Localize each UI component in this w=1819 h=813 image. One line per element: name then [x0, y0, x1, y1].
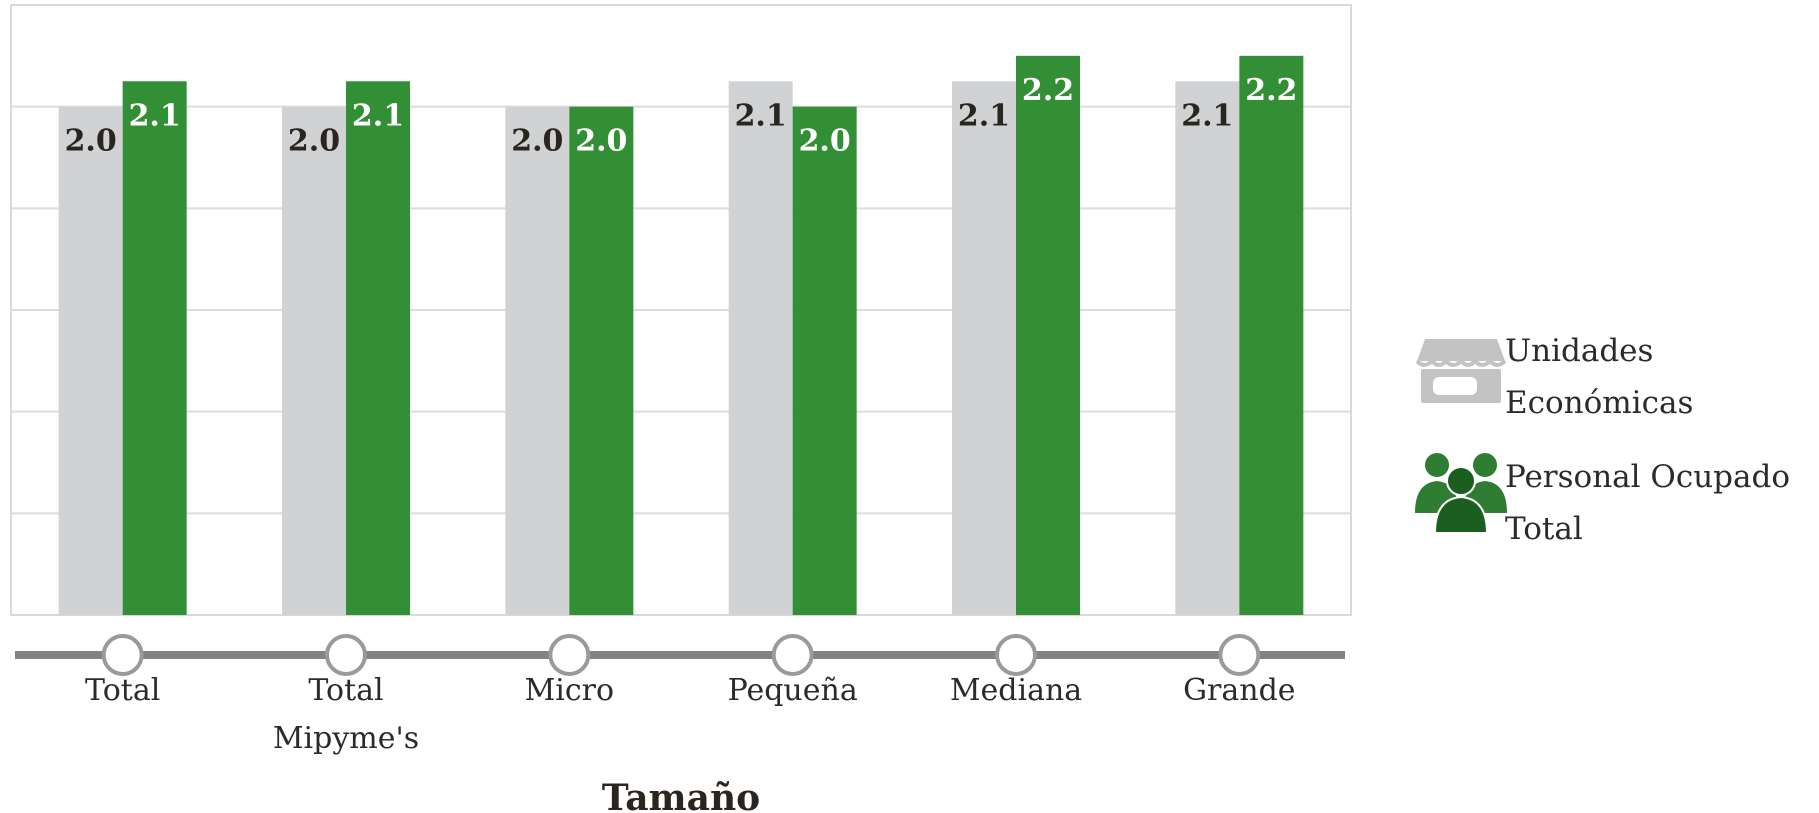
- data-label: 2.2: [1022, 73, 1074, 108]
- category-marker: [1218, 634, 1261, 676]
- category-marker: [995, 634, 1037, 676]
- data-label: 2.1: [735, 98, 787, 133]
- legend-item-personal: Personal Ocupado Total: [1415, 451, 1815, 555]
- bar-unidades-5: [1175, 81, 1240, 615]
- category-label: Grande: [1183, 673, 1295, 708]
- category-label: Micro: [525, 673, 615, 708]
- x-axis-title: Tamaño: [602, 777, 760, 813]
- bar-personal-5: [1239, 55, 1304, 616]
- people-group-icon: [1415, 453, 1507, 534]
- data-label: 2.1: [1181, 98, 1233, 133]
- category-label: Mediana: [950, 673, 1082, 708]
- data-label: 2.1: [129, 98, 181, 133]
- bars: [58, 55, 1304, 616]
- data-label: 2.0: [65, 124, 117, 159]
- legend-item-unidades: Unidades Económicas: [1415, 325, 1815, 429]
- bar-personal-4: [1016, 55, 1080, 616]
- data-labels: 2.0 2.1 2.0 2.1 2.0 2.0 2.1 2.0 2.1 2.2 2.1 2.2: [65, 73, 1298, 159]
- bar-personal-2: [569, 106, 634, 616]
- storefront-icon: [1415, 339, 1507, 403]
- category-label: Pequeña: [728, 673, 858, 708]
- category-marker: [771, 634, 814, 676]
- legend-label: Personal Ocupado Total: [1505, 459, 1790, 547]
- category-label: Total Mipyme's: [273, 673, 419, 756]
- bar-unidades-1: [282, 106, 346, 616]
- legend-label: Unidades Económicas: [1505, 333, 1694, 421]
- bar-unidades-3: [728, 81, 793, 615]
- bar-unidades-4: [952, 81, 1016, 615]
- category-markers: [101, 634, 1261, 676]
- category-marker: [548, 634, 591, 676]
- bar-personal-3: [792, 106, 857, 616]
- category-label: Total: [85, 673, 160, 708]
- data-label: 2.2: [1245, 73, 1297, 108]
- bar-unidades-2: [505, 106, 570, 616]
- bar-unidades-0: [58, 106, 123, 616]
- category-marker: [101, 634, 144, 676]
- data-label: 2.0: [511, 124, 563, 159]
- data-label: 2.0: [799, 124, 851, 159]
- data-label: 2.1: [352, 98, 404, 133]
- legend: Unidades Económicas Personal Ocupado Tot…: [1415, 325, 1815, 577]
- data-label: 2.0: [575, 124, 627, 159]
- plot-frame: [10, 4, 1352, 616]
- data-label: 2.0: [288, 124, 340, 159]
- category-marker: [325, 634, 367, 676]
- gridlines: [11, 105, 1351, 515]
- data-label: 2.1: [958, 98, 1010, 133]
- category-labels: Total Total Mipyme's Micro Pequeña Mediana Gra…: [85, 673, 1296, 756]
- bar-personal-0: [122, 81, 187, 615]
- bar-personal-1: [346, 81, 410, 615]
